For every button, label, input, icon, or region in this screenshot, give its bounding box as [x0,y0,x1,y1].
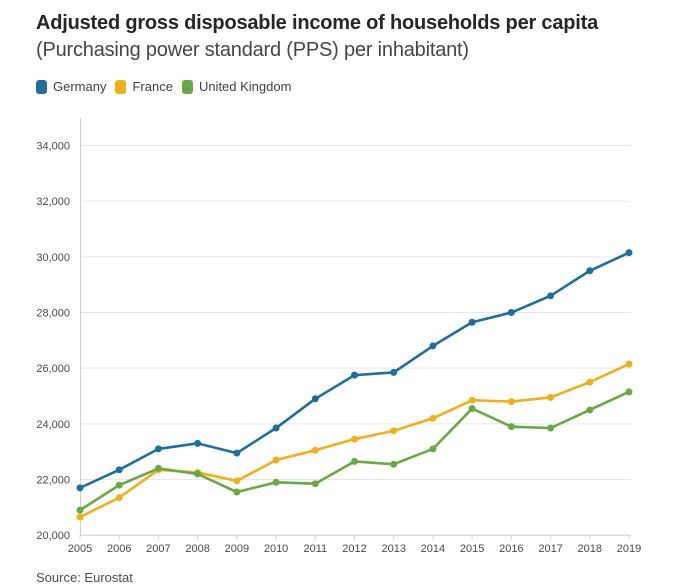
data-point-france [547,393,555,401]
data-point-united-kingdom [429,445,437,453]
x-axis-label: 2005 [68,543,92,555]
y-axis-label: 22,000 [36,475,70,487]
y-axis-label: 32,000 [36,196,70,208]
x-axis-label: 2007 [146,543,170,555]
data-point-france [115,494,123,502]
x-axis-label: 2017 [538,543,562,555]
y-axis-label: 30,000 [36,252,70,264]
x-axis-label: 2008 [185,543,209,555]
data-point-germany [547,292,555,300]
x-axis-label: 2010 [264,543,288,555]
x-axis-label: 2013 [381,543,405,555]
x-axis-label: 2006 [107,543,131,555]
data-point-france [272,456,280,464]
data-point-germany [233,449,241,457]
data-point-germany [272,424,280,432]
legend-swatch-united-kingdom-icon [181,79,193,94]
data-point-france [311,446,319,454]
y-axis-label: 26,000 [36,363,70,375]
x-axis-label: 2012 [342,543,366,555]
source-note: Source: Eurostat [36,570,133,585]
legend-label-united-kingdom: United Kingdom [198,79,292,94]
data-point-united-kingdom [468,405,476,413]
data-point-france [351,435,358,443]
data-point-germany [351,371,358,379]
y-axis-label: 28,000 [36,308,70,320]
data-point-france [390,427,398,435]
data-point-france [233,477,241,485]
x-axis-label: 2011 [303,543,327,555]
data-point-germany [586,267,594,275]
chart-subtitle: (Purchasing power standard (PPS) per inh… [36,39,469,61]
data-point-germany [468,318,476,326]
legend-item-germany: Germany [36,79,106,94]
data-point-united-kingdom [625,388,633,396]
legend-item-france: France [115,79,173,94]
data-point-united-kingdom [507,423,515,431]
series-line-germany [78,251,631,490]
legend-swatch-france-icon [115,79,127,94]
data-point-germany [115,466,123,474]
x-axis-label: 2018 [578,543,602,555]
data-point-france [625,360,633,368]
data-point-germany [507,309,515,317]
data-point-germany [390,368,398,376]
data-point-france [76,513,84,521]
data-point-united-kingdom [311,480,319,488]
data-point-germany [76,484,84,492]
x-axis-label: 2009 [225,543,249,555]
data-point-germany [154,445,162,453]
data-point-united-kingdom [586,406,594,414]
x-axis-label: 2014 [421,543,445,555]
data-point-united-kingdom [115,481,123,489]
legend-item-united-kingdom: United Kingdom [181,79,292,94]
y-axis-label: 20,000 [36,530,70,542]
data-point-france [429,414,437,422]
x-axis-label: 2019 [617,543,641,555]
data-point-germany [194,439,202,447]
legend-label-germany: Germany [53,79,107,94]
data-point-united-kingdom [272,478,280,486]
series-line-united-kingdom [78,390,631,512]
data-point-united-kingdom [351,457,358,465]
data-point-france [468,396,476,404]
data-point-united-kingdom [194,470,202,478]
data-point-germany [625,249,633,257]
data-point-united-kingdom [76,506,84,514]
data-point-united-kingdom [154,464,162,472]
legend-label-france: France [132,79,173,94]
data-point-germany [311,395,319,403]
data-point-france [507,398,515,406]
x-axis-label: 2016 [499,543,523,555]
y-axis-label: 24,000 [36,419,70,431]
x-axis-label: 2015 [460,543,484,555]
data-point-united-kingdom [390,460,398,468]
data-point-united-kingdom [547,424,555,432]
legend-swatch-germany-icon [36,79,47,94]
y-axis-label: 34,000 [36,141,70,153]
data-point-france [586,378,594,386]
data-point-germany [429,342,437,350]
chart-title: Adjusted gross disposable income of hous… [36,12,599,34]
legend: Germany France United Kingdom [36,79,291,94]
data-point-united-kingdom [233,488,241,496]
